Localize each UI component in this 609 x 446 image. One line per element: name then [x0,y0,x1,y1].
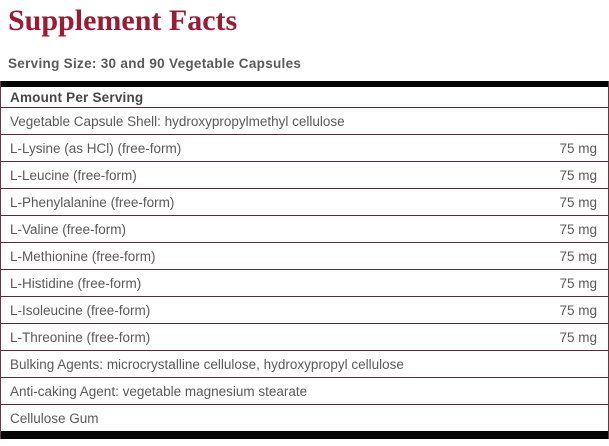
table-body: Vegetable Capsule Shell: hydroxypropylme… [1,108,608,431]
ingredient-label: L-Methionine (free-form) [10,248,156,264]
table-row: L-Histidine (free-form) 75 mg [1,270,608,297]
ingredient-amount: 75 mg [559,167,597,183]
ingredient-label: Vegetable Capsule Shell: hydroxypropylme… [10,113,345,129]
table-row: Cellulose Gum [1,405,608,431]
ingredient-amount: 75 mg [559,194,597,210]
ingredient-amount: 75 mg [559,275,597,291]
table-row: L-Lysine (as HCl) (free-form) 75 mg [1,135,608,162]
table-row: L-Methionine (free-form) 75 mg [1,243,608,270]
table-row: L-Phenylalanine (free-form) 75 mg [1,189,608,216]
table-row: L-Leucine (free-form) 75 mg [1,162,608,189]
table-row: Anti-caking Agent: vegetable magnesium s… [1,378,608,405]
ingredient-label: L-Leucine (free-form) [10,167,137,183]
amount-per-serving-header: Amount Per Serving [10,89,144,105]
ingredient-amount: 75 mg [559,329,597,345]
serving-size-text: Serving Size: 30 and 90 Vegetable Capsul… [8,56,302,71]
ingredient-label: L-Lysine (as HCl) (free-form) [10,140,182,156]
ingredient-amount: 75 mg [559,140,597,156]
table-row: Vegetable Capsule Shell: hydroxypropylme… [1,108,608,135]
ingredient-amount: 75 mg [559,302,597,318]
ingredient-amount: 75 mg [559,221,597,237]
ingredient-label: L-Phenylalanine (free-form) [10,194,175,210]
table-top-bar [1,81,608,87]
ingredient-label: Anti-caking Agent: vegetable magnesium s… [10,383,308,399]
table-row: L-Valine (free-form) 75 mg [1,216,608,243]
ingredient-label: L-Valine (free-form) [10,221,127,237]
table-row: L-Threonine (free-form) 75 mg [1,324,608,351]
ingredient-label: Bulking Agents: microcrystalline cellulo… [10,356,404,372]
ingredient-label: L-Isoleucine (free-form) [10,302,151,318]
ingredient-label: L-Threonine (free-form) [10,329,151,345]
ingredient-amount: 75 mg [559,248,597,264]
table-row: Bulking Agents: microcrystalline cellulo… [1,351,608,378]
ingredient-label: L-Histidine (free-form) [10,275,142,291]
table-bottom-bar [1,431,608,439]
page-title: Supplement Facts [8,4,238,37]
table-header-row: Amount Per Serving [1,87,608,108]
supplement-facts-table: Amount Per Serving Vegetable Capsule She… [0,81,609,439]
ingredient-label: Cellulose Gum [10,410,99,426]
table-row: L-Isoleucine (free-form) 75 mg [1,297,608,324]
